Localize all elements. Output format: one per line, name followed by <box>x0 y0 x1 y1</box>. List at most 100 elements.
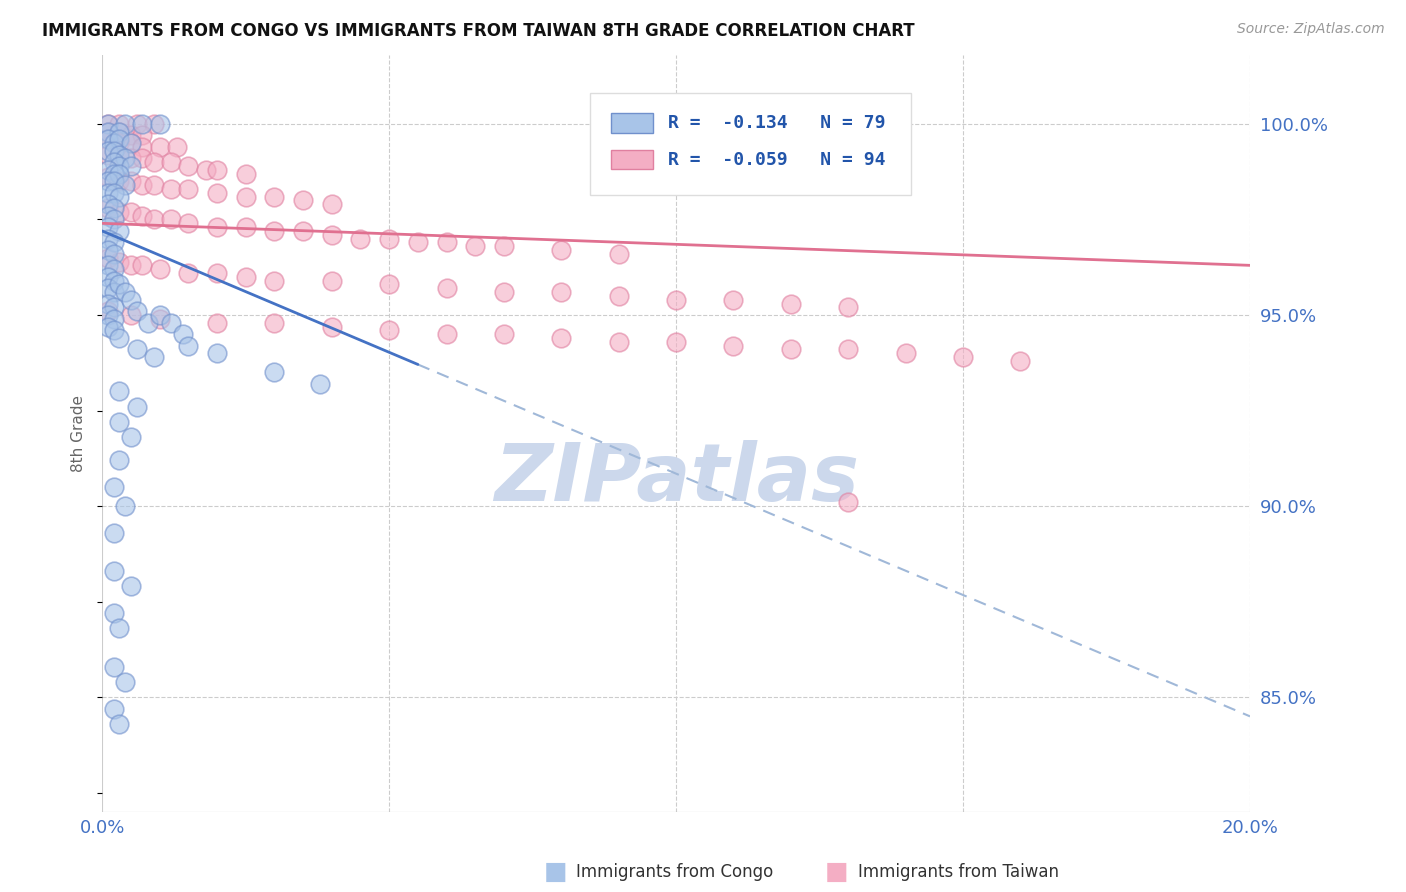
Point <box>97 132 120 146</box>
Point <box>550 243 572 257</box>
Point <box>136 316 159 330</box>
Point <box>837 301 859 315</box>
Point <box>607 334 630 349</box>
Point <box>378 231 401 245</box>
Point <box>97 308 120 322</box>
Point <box>149 308 172 322</box>
Point <box>103 564 125 578</box>
Point <box>149 311 172 326</box>
Point <box>149 262 172 277</box>
Point <box>205 346 228 360</box>
FancyBboxPatch shape <box>610 113 654 133</box>
Point <box>97 162 120 177</box>
Point <box>97 269 120 284</box>
Point <box>378 323 401 337</box>
Point <box>665 293 688 307</box>
Point <box>97 170 120 185</box>
Point <box>97 132 120 146</box>
Point <box>160 155 183 169</box>
Point <box>108 125 131 139</box>
Text: ■: ■ <box>544 861 567 884</box>
Point <box>177 266 200 280</box>
Point <box>492 285 515 299</box>
Point <box>723 338 745 352</box>
Point <box>103 235 125 250</box>
Point <box>436 327 458 342</box>
Point <box>550 331 572 345</box>
Text: ZIPatlas: ZIPatlas <box>494 440 859 518</box>
Point <box>177 159 200 173</box>
Point <box>108 254 131 268</box>
Point <box>205 220 228 235</box>
Point <box>235 189 257 203</box>
Point <box>108 159 131 173</box>
Point <box>131 152 153 166</box>
FancyBboxPatch shape <box>610 150 654 169</box>
Point <box>114 117 136 131</box>
Point <box>125 400 148 414</box>
Point <box>108 125 131 139</box>
Point <box>837 495 859 509</box>
Point <box>607 247 630 261</box>
Point <box>108 224 131 238</box>
Point <box>436 235 458 250</box>
Point <box>952 350 974 364</box>
Point <box>97 147 120 161</box>
Point <box>321 227 343 242</box>
Point <box>103 323 125 337</box>
Point <box>142 178 165 193</box>
Point <box>103 606 125 620</box>
Point <box>103 136 125 150</box>
Point <box>120 128 142 143</box>
Point <box>97 281 120 295</box>
Point <box>160 212 183 227</box>
Point <box>108 147 131 161</box>
Text: Source: ZipAtlas.com: Source: ZipAtlas.com <box>1237 22 1385 37</box>
Point <box>97 243 120 257</box>
Point <box>108 174 131 188</box>
Point <box>894 346 917 360</box>
Point <box>103 480 125 494</box>
Point <box>114 285 136 299</box>
Point <box>321 197 343 211</box>
Point <box>103 311 125 326</box>
Point <box>103 167 125 181</box>
Point <box>97 201 120 215</box>
Point <box>103 247 125 261</box>
Point <box>103 525 125 540</box>
Point <box>120 136 142 150</box>
Point <box>780 343 803 357</box>
Point <box>177 182 200 196</box>
Point <box>263 224 285 238</box>
Point <box>97 304 120 318</box>
Point <box>837 343 859 357</box>
Point <box>131 258 153 272</box>
Point <box>177 216 200 230</box>
Point <box>131 128 153 143</box>
Point <box>120 136 142 150</box>
Point <box>436 281 458 295</box>
FancyBboxPatch shape <box>591 93 911 195</box>
Point <box>607 289 630 303</box>
Point <box>97 258 120 272</box>
Point <box>492 327 515 342</box>
Point <box>120 308 142 322</box>
Y-axis label: 8th Grade: 8th Grade <box>72 395 86 472</box>
Point <box>723 293 745 307</box>
Text: ■: ■ <box>825 861 848 884</box>
Point <box>131 117 153 131</box>
Point <box>142 117 165 131</box>
Point <box>97 174 120 188</box>
Point <box>108 136 131 150</box>
Point <box>205 266 228 280</box>
Point <box>1010 354 1032 368</box>
Point <box>114 675 136 690</box>
Point <box>120 430 142 444</box>
Point <box>120 258 142 272</box>
Point <box>103 212 125 227</box>
Point <box>108 167 131 181</box>
Point <box>263 274 285 288</box>
Point <box>97 186 120 200</box>
Point <box>108 331 131 345</box>
Point <box>97 209 120 223</box>
